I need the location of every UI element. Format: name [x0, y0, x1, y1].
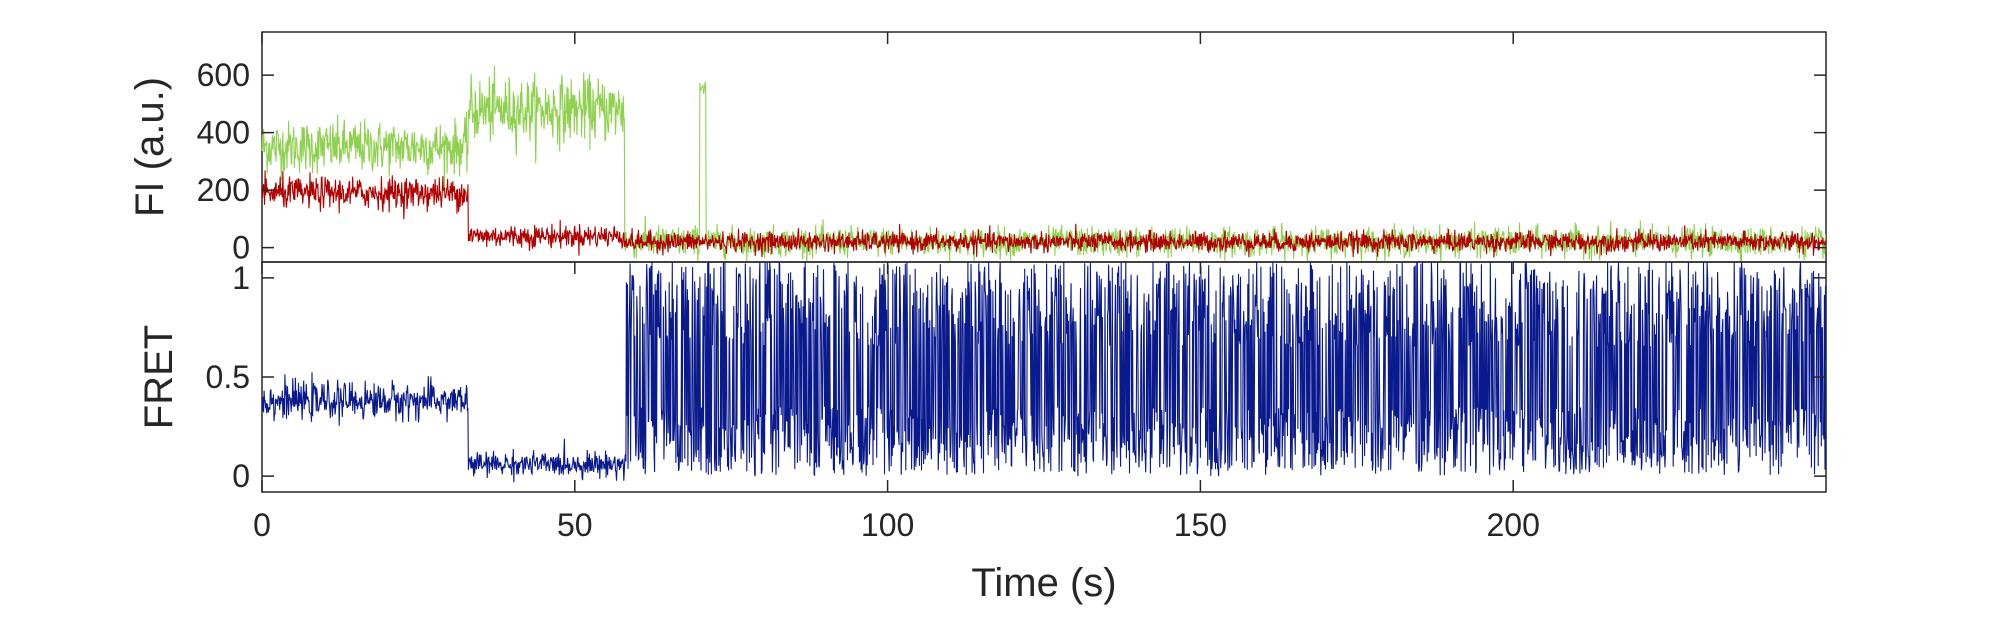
fret-panel: 00.51 0 50 100 150 200 FRET Time (s)	[137, 260, 1827, 605]
y-tick-label: 200	[197, 172, 250, 208]
acceptor-trace	[261, 170, 1827, 258]
y-tick-label: 400	[197, 115, 250, 151]
x-tick-label: 100	[861, 507, 914, 543]
y-tick-label: 0.5	[206, 359, 250, 395]
fluorescence-y-ticks: 0 200 400 600	[197, 32, 1826, 266]
y-tick-label: 0	[232, 458, 250, 494]
fluorescence-y-axis-label: FI (a.u.)	[128, 77, 172, 217]
x-tick-label: 150	[1174, 507, 1227, 543]
y-tick-label: 0	[232, 230, 250, 266]
x-tick-label: 50	[557, 507, 593, 543]
time-x-axis-label: Time (s)	[971, 561, 1116, 605]
fret-series-group	[261, 261, 1827, 483]
x-tick-label: 200	[1487, 507, 1540, 543]
time-x-ticks: 0 50 100 150 200	[253, 262, 1540, 543]
fret-y-axis-label: FRET	[137, 325, 181, 429]
y-tick-label: 600	[197, 57, 250, 93]
fluorescence-panel: 0 200 400 600 FI (a.u.)	[128, 31, 1827, 266]
fluorescence-series-group	[261, 65, 1827, 263]
fret-trace	[261, 261, 1827, 483]
x-tick-label: 0	[253, 507, 271, 543]
donor-trace	[261, 65, 1827, 263]
fluorescence-plot-frame	[261, 31, 1827, 263]
fret-y-ticks: 00.51	[206, 260, 1826, 494]
y-tick-label: 1	[232, 260, 250, 296]
